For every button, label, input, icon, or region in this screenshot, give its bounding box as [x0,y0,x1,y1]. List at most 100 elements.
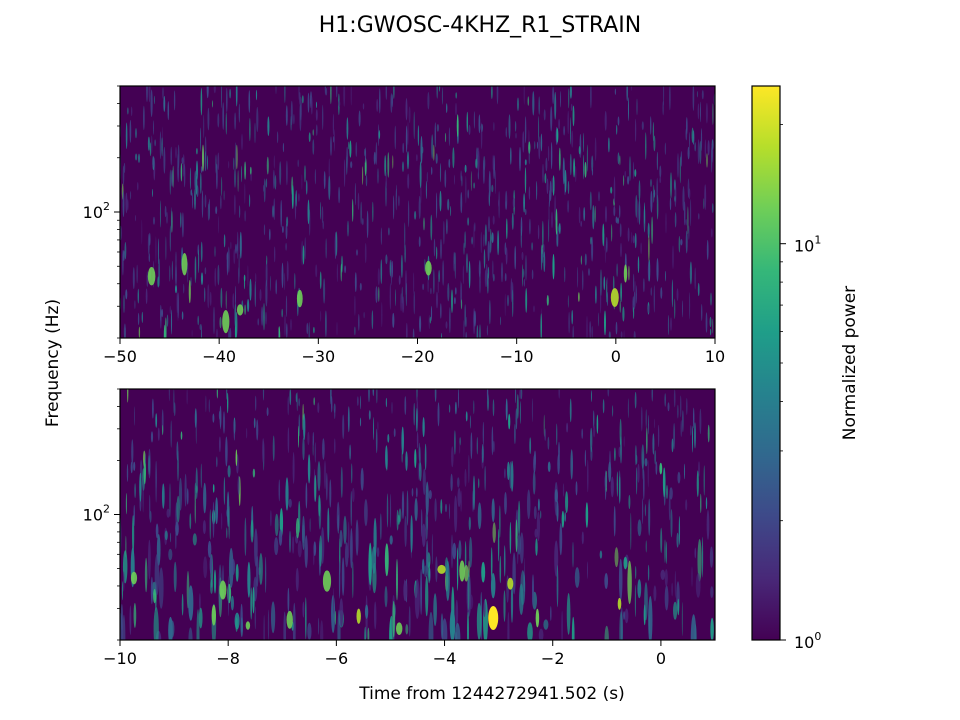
top-heatmap-streak [448,158,451,168]
top-heatmap-streak [536,141,539,149]
top-heatmap-streak [127,107,129,115]
top-heatmap-streak [418,195,421,219]
bottom-heatmap-streak [671,582,673,597]
top-heatmap-streak [583,132,584,153]
top-heatmap-streak [659,165,662,178]
top-heatmap-streak [687,178,690,198]
bottom-heatmap-streak [519,389,522,400]
top-heatmap-streak [452,147,455,169]
top-heatmap-streak [567,295,569,308]
top-heatmap-streak [359,282,362,291]
top-heatmap-streak [430,305,433,322]
bottom-heatmap-streak [307,431,310,446]
bottom-heatmap-streak [420,509,423,537]
top-heatmap-streak [446,103,448,114]
top-heatmap-streak [439,86,441,92]
top-heatmap-streak [687,146,690,160]
bottom-heatmap-streak [406,490,409,526]
top-heatmap-streak [460,170,462,182]
top-heatmap-streak [444,169,447,188]
top-heatmap-streak [285,223,288,240]
top-heatmap-streak [138,326,141,338]
top-heatmap-streak [201,323,203,338]
top-heatmap-streak [680,239,683,246]
top-heatmap-streak [355,141,358,157]
bottom-heatmap-streak [145,453,146,464]
top-heatmap-streak [194,255,196,284]
bottom-heatmap-streak [565,491,569,513]
bottom-heatmap-streak [342,414,345,440]
bottom-heatmap-streak [499,555,502,584]
top-heatmap-streak [504,242,507,256]
top-heatmap-streak [215,154,217,174]
bottom-heatmap-streak [424,565,427,578]
top-heatmap-streak [436,291,438,309]
top-heatmap-streak [280,200,282,228]
top-heatmap-streak [604,310,606,336]
top-heatmap-streak [608,331,611,338]
top-heatmap-streak [365,174,368,187]
top-heatmap-streak [366,210,369,239]
bottom-spectrogram-panel: −10 −8 −6 −4 −2 0 102 [83,388,716,668]
bottom-heatmap-streak [477,502,482,530]
top-heatmap-streak [470,171,472,192]
top-heatmap-streak [647,260,650,282]
top-heatmap-streak [423,217,425,231]
top-heatmap-streak [548,218,550,243]
top-heatmap-streak [153,216,155,225]
top-heatmap-streak [617,116,620,126]
top-heatmap-streak [433,144,435,161]
bottom-heatmap-streak [435,556,438,583]
top-heatmap-streak [380,259,383,284]
top-heatmap-streak [407,200,410,228]
top-heatmap-streak [221,176,223,197]
bottom-heatmap-streak [652,433,655,455]
top-heatmap-streak [166,314,169,327]
bottom-heatmap-streak [173,402,176,417]
top-heatmap-streak [281,308,284,318]
top-heatmap-streak [492,215,495,225]
bottom-heatmap-streak [665,541,667,564]
top-heatmap-streak [166,211,168,224]
bottom-heatmap-streak [517,541,519,565]
top-heatmap-streak [711,142,714,163]
top-heatmap-streak [524,208,527,216]
top-heatmap-streak [227,246,230,273]
top-heatmap-streak [209,291,212,306]
bottom-heatmap-streak [392,600,396,638]
top-heatmap-streak [169,225,171,252]
top-heatmap-streak [656,177,658,204]
top-heatmap-streak [199,324,202,331]
bottom-heatmap-streak [169,483,171,518]
top-heatmap-streak [514,121,517,132]
top-heatmap-streak [456,114,459,137]
bottom-heatmap-streak [627,560,632,605]
top-heatmap-streak [436,246,438,260]
top-heatmap-streak [619,300,621,313]
bottom-heatmap-streak [543,414,545,437]
bottom-heatmap-streak [614,547,619,568]
bottom-heatmap-streak [637,463,640,483]
bottom-heatmap-streak [458,540,462,560]
top-heatmap-streak [295,190,297,207]
top-heatmap-streak [652,122,655,142]
top-heatmap-streak [202,144,204,172]
bottom-heatmap-streak [305,482,308,509]
bottom-heatmap-streak [336,501,340,532]
bottom-heatmap-streak [614,447,616,462]
bottom-heatmap-streak [705,497,708,510]
top-heatmap-streak [357,192,360,210]
bottom-heatmap-streak [235,449,238,467]
bottom-heatmap-streak [648,595,653,640]
bottom-heatmap-streak [623,556,628,570]
top-heatmap-streak [247,299,250,312]
bottom-heatmap-streak [334,438,336,454]
bottom-heatmap-streak [376,389,378,404]
top-heatmap-streak [377,168,379,184]
top-heatmap-streak [532,91,535,116]
top-heatmap-streak [552,175,555,196]
top-heatmap-streak [521,264,523,287]
top-heatmap-streak [517,97,519,111]
top-heatmap-streak [488,170,491,198]
top-heatmap-streak [324,310,327,338]
